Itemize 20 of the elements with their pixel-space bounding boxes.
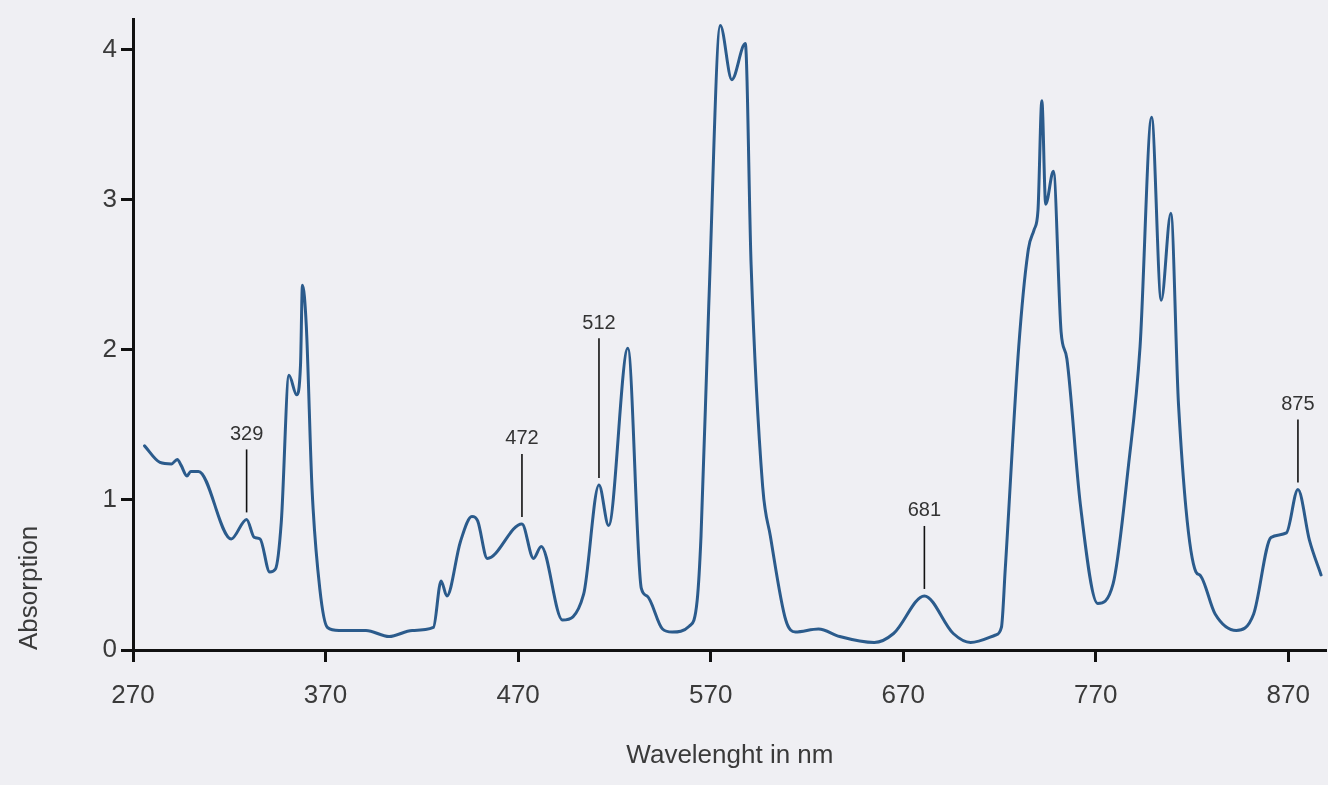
y-tick-label: 4 bbox=[102, 32, 117, 63]
y-tick-label: 0 bbox=[102, 633, 117, 664]
line-series bbox=[143, 24, 1323, 644]
x-tick-label: 370 bbox=[303, 678, 348, 709]
annotation: 512 bbox=[582, 310, 616, 333]
annotation: 329 bbox=[229, 421, 264, 444]
annotation: 472 bbox=[505, 426, 539, 449]
x-tick-label: 670 bbox=[881, 678, 925, 709]
x-tick-label: 270 bbox=[111, 678, 155, 709]
x-tick-label: 770 bbox=[1074, 678, 1118, 709]
x-tick-label: 870 bbox=[1266, 678, 1311, 709]
x-tick-label: 570 bbox=[688, 678, 733, 709]
y-tick-label: 1 bbox=[102, 483, 117, 514]
x-axis-title: Wavelenght in nm bbox=[626, 738, 834, 769]
annotation: 875 bbox=[1281, 391, 1315, 414]
y-tick-label: 3 bbox=[102, 182, 117, 213]
y-tick-label: 2 bbox=[102, 332, 117, 363]
x-tick-label: 470 bbox=[496, 678, 540, 709]
y-axis-title: Absorption bbox=[12, 525, 43, 650]
annotation: 681 bbox=[907, 498, 942, 521]
